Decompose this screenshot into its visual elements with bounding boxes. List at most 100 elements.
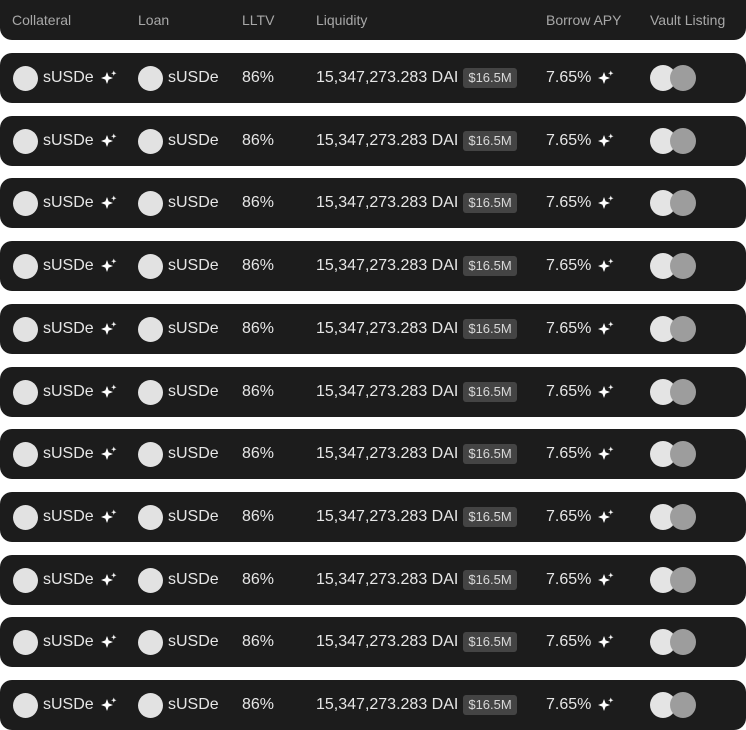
sparkles-icon[interactable]	[598, 258, 614, 274]
borrow-apy-cell: 7.65%	[546, 429, 614, 479]
sparkles-icon[interactable]	[100, 634, 117, 650]
market-row[interactable]: sUSDe sUSDe 86% 15,347,273.283 DAI $16.5M 7.6…	[0, 116, 746, 166]
sparkles-icon[interactable]	[598, 384, 614, 400]
loan-token-label: sUSDe	[168, 508, 219, 525]
vault-avatar	[670, 128, 696, 154]
collateral-cell: sUSDe	[13, 617, 117, 667]
market-row[interactable]: sUSDe sUSDe 86% 15,347,273.283 DAI $16.5M 7.6…	[0, 555, 746, 605]
vault-avatar	[670, 253, 696, 279]
token-icon	[138, 504, 163, 530]
sparkles-icon[interactable]	[100, 258, 117, 274]
sparkles-icon[interactable]	[598, 133, 614, 149]
vault-listing-cell	[650, 304, 696, 354]
vault-avatars-icon[interactable]	[650, 629, 696, 655]
liquidity-cell: 15,347,273.283 DAI $16.5M	[316, 304, 517, 354]
market-row[interactable]: sUSDe sUSDe 86% 15,347,273.283 DAI $16.5M 7.6…	[0, 492, 746, 542]
collateral-cell: sUSDe	[13, 53, 117, 103]
vault-avatars-icon[interactable]	[650, 316, 696, 342]
borrow-apy-value: 7.65%	[546, 571, 592, 588]
vault-avatars-icon[interactable]	[650, 692, 696, 718]
liquidity-cell: 15,347,273.283 DAI $16.5M	[316, 617, 517, 667]
vault-avatars-icon[interactable]	[650, 567, 696, 593]
loan-token-label: sUSDe	[168, 320, 219, 337]
vault-avatars-icon[interactable]	[650, 65, 696, 91]
sparkles-icon[interactable]	[100, 195, 117, 211]
sparkles-icon[interactable]	[100, 133, 117, 149]
loan-cell: sUSDe	[138, 241, 219, 291]
market-row[interactable]: sUSDe sUSDe 86% 15,347,273.283 DAI $16.5M 7.6…	[0, 178, 746, 228]
header-collateral[interactable]: Collateral	[12, 12, 72, 28]
market-row[interactable]: sUSDe sUSDe 86% 15,347,273.283 DAI $16.5M 7.6…	[0, 617, 746, 667]
borrow-apy-cell: 7.65%	[546, 241, 614, 291]
market-row[interactable]: sUSDe sUSDe 86% 15,347,273.283 DAI $16.5M 7.6…	[0, 304, 746, 354]
borrow-apy-cell: 7.65%	[546, 617, 614, 667]
sparkles-icon[interactable]	[100, 384, 117, 400]
collateral-token-label: sUSDe	[43, 69, 94, 86]
liquidity-usd-badge: $16.5M	[463, 319, 517, 339]
sparkles-icon[interactable]	[100, 572, 117, 588]
vault-avatars-icon[interactable]	[650, 190, 696, 216]
market-row[interactable]: sUSDe sUSDe 86% 15,347,273.283 DAI $16.5M 7.6…	[0, 241, 746, 291]
market-row[interactable]: sUSDe sUSDe 86% 15,347,273.283 DAI $16.5M 7.6…	[0, 53, 746, 103]
sparkles-icon[interactable]	[100, 446, 117, 462]
vault-avatars-icon[interactable]	[650, 253, 696, 279]
collateral-cell: sUSDe	[13, 555, 117, 605]
sparkles-icon[interactable]	[598, 195, 614, 211]
collateral-cell: sUSDe	[13, 116, 117, 166]
sparkles-icon[interactable]	[598, 509, 614, 525]
token-icon	[13, 441, 38, 467]
token-icon	[138, 316, 163, 342]
market-row[interactable]: sUSDe sUSDe 86% 15,347,273.283 DAI $16.5M 7.6…	[0, 680, 746, 730]
borrow-apy-value: 7.65%	[546, 383, 592, 400]
liquidity-value: 15,347,273.283 DAI	[316, 320, 459, 337]
market-row[interactable]: sUSDe sUSDe 86% 15,347,273.283 DAI $16.5M 7.6…	[0, 429, 746, 479]
collateral-cell: sUSDe	[13, 178, 117, 228]
sparkles-icon[interactable]	[598, 446, 614, 462]
borrow-apy-value: 7.65%	[546, 508, 592, 525]
market-row[interactable]: sUSDe sUSDe 86% 15,347,273.283 DAI $16.5M 7.6…	[0, 367, 746, 417]
liquidity-usd-badge: $16.5M	[463, 570, 517, 590]
header-vault-listing[interactable]: Vault Listing	[650, 12, 726, 28]
borrow-apy-value: 7.65%	[546, 257, 592, 274]
borrow-apy-cell: 7.65%	[546, 555, 614, 605]
liquidity-value: 15,347,273.283 DAI	[316, 445, 459, 462]
vault-avatars-icon[interactable]	[650, 128, 696, 154]
vault-listing-cell	[650, 116, 696, 166]
sparkles-icon[interactable]	[100, 509, 117, 525]
table-header: Collateral Loan LLTV Liquidity Borrow AP…	[0, 0, 746, 40]
lltv-value: 86%	[242, 633, 275, 650]
loan-cell: sUSDe	[138, 304, 219, 354]
sparkles-icon[interactable]	[100, 321, 117, 337]
collateral-cell: sUSDe	[13, 241, 117, 291]
borrow-apy-value: 7.65%	[546, 696, 592, 713]
sparkles-icon[interactable]	[598, 572, 614, 588]
loan-cell: sUSDe	[138, 555, 219, 605]
borrow-apy-value: 7.65%	[546, 445, 592, 462]
header-liquidity[interactable]: Liquidity	[316, 12, 368, 28]
liquidity-cell: 15,347,273.283 DAI $16.5M	[316, 492, 517, 542]
header-lltv[interactable]: LLTV	[242, 12, 275, 28]
liquidity-value: 15,347,273.283 DAI	[316, 571, 459, 588]
borrow-apy-value: 7.65%	[546, 194, 592, 211]
header-loan[interactable]: Loan	[138, 12, 170, 28]
liquidity-usd-badge: $16.5M	[463, 632, 517, 652]
liquidity-value: 15,347,273.283 DAI	[316, 257, 459, 274]
vault-avatars-icon[interactable]	[650, 441, 696, 467]
sparkles-icon[interactable]	[100, 70, 117, 86]
sparkles-icon[interactable]	[100, 697, 117, 713]
sparkles-icon[interactable]	[598, 321, 614, 337]
sparkles-icon[interactable]	[598, 70, 614, 86]
vault-avatar	[670, 65, 696, 91]
vault-avatars-icon[interactable]	[650, 379, 696, 405]
vault-avatars-icon[interactable]	[650, 504, 696, 530]
liquidity-cell: 15,347,273.283 DAI $16.5M	[316, 53, 517, 103]
vault-listing-cell	[650, 492, 696, 542]
collateral-token-label: sUSDe	[43, 508, 94, 525]
sparkles-icon[interactable]	[598, 634, 614, 650]
vault-listing-cell	[650, 367, 696, 417]
sparkles-icon[interactable]	[598, 697, 614, 713]
lltv-value: 86%	[242, 445, 275, 462]
vault-listing-cell	[650, 241, 696, 291]
vault-listing-cell	[650, 555, 696, 605]
header-borrow-apy[interactable]: Borrow APY	[546, 12, 622, 28]
